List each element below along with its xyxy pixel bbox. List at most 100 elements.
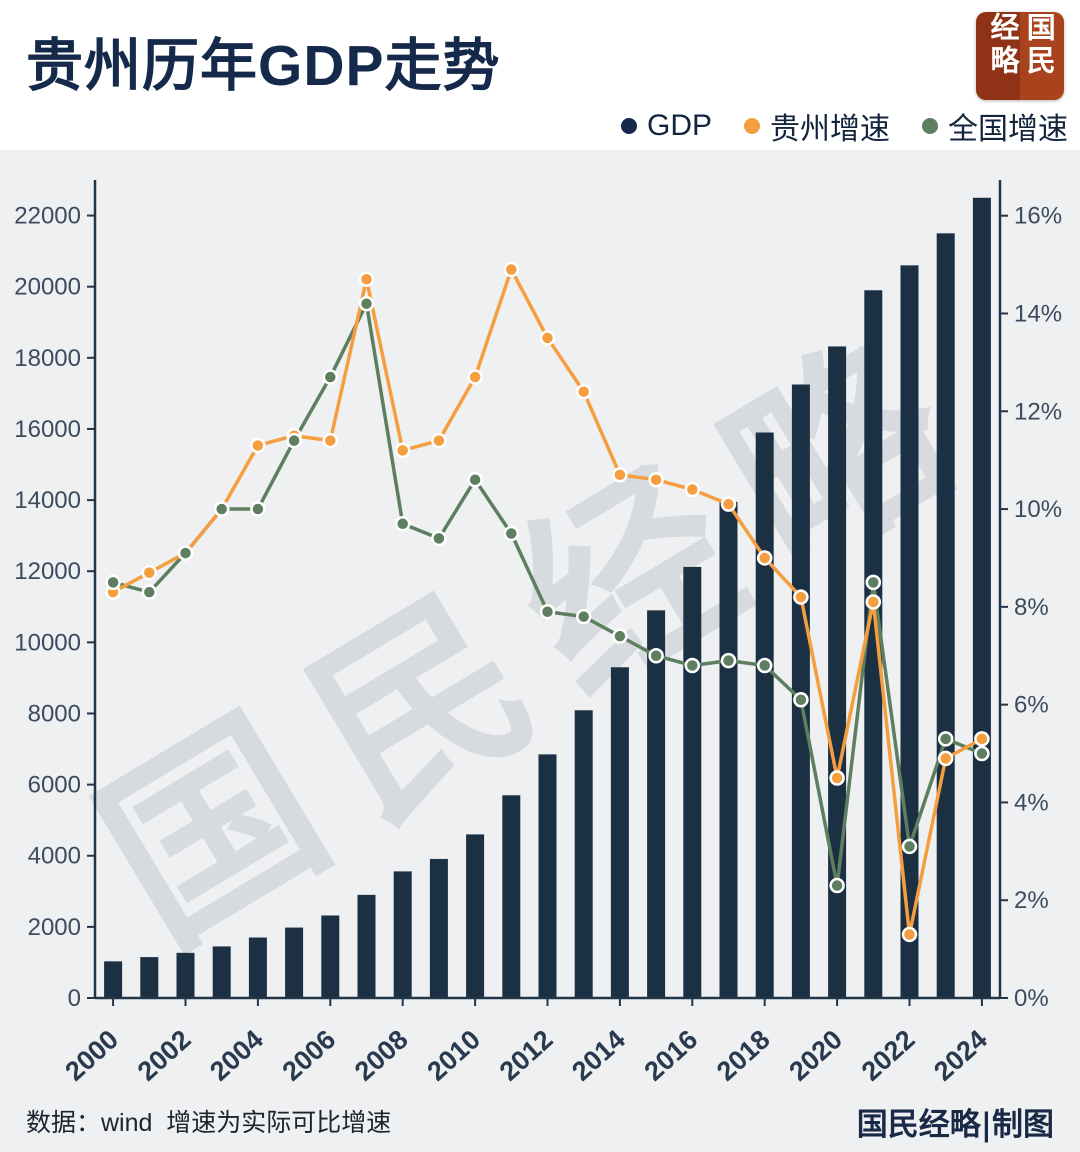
national-growth-marker bbox=[105, 574, 121, 591]
gdp-bar bbox=[719, 501, 738, 998]
x-axis-label: 2008 bbox=[349, 1024, 414, 1086]
guizhou-growth-marker bbox=[467, 369, 483, 385]
gdp-combo-chart: 国民经略020004000600080001000012000140001600… bbox=[14, 180, 1062, 1087]
x-axis-label: 2012 bbox=[494, 1024, 559, 1086]
chart-legend: GDP 贵州增速 全国增速 bbox=[620, 104, 1068, 148]
left-axis-label: 18000 bbox=[14, 345, 81, 372]
guizhou-growth-marker bbox=[141, 564, 158, 581]
gdp-bar bbox=[791, 384, 810, 998]
left-axis-label: 22000 bbox=[14, 203, 81, 230]
left-axis-label: 0 bbox=[68, 985, 81, 1012]
gdp-dot-icon bbox=[620, 118, 637, 134]
guizhou-growth-marker bbox=[539, 330, 556, 346]
left-axis-label: 20000 bbox=[14, 274, 81, 301]
guizhou-growth-marker bbox=[394, 442, 411, 459]
gdp-bar bbox=[321, 915, 340, 998]
x-axis-label: 2004 bbox=[204, 1024, 269, 1086]
right-axis-label: 4% bbox=[1014, 789, 1049, 816]
x-axis-label: 2000 bbox=[59, 1024, 124, 1086]
legend-item-national-growth: 全国增速 bbox=[922, 104, 1068, 148]
guizhou-growth-marker bbox=[720, 496, 737, 512]
gdp-bar bbox=[140, 957, 159, 998]
gdp-bar bbox=[429, 858, 448, 998]
guizhou-growth-marker bbox=[756, 550, 773, 566]
gdp-bar bbox=[248, 937, 267, 998]
x-axis-label: 2020 bbox=[783, 1024, 848, 1086]
header: 贵州历年GDP走势 国民经略 GDP 贵州增速 全国增速 bbox=[0, 0, 1080, 150]
gdp-bar bbox=[104, 961, 123, 998]
gdp-bar bbox=[176, 952, 195, 998]
right-axis-label: 12% bbox=[1014, 398, 1062, 425]
guizhou-growth-marker bbox=[974, 731, 990, 747]
national-growth-marker bbox=[503, 525, 520, 542]
guizhou-growth-marker bbox=[793, 589, 809, 605]
left-axis-label: 12000 bbox=[14, 558, 81, 585]
national-growth-marker bbox=[394, 515, 411, 532]
guizhou-growth-marker bbox=[684, 481, 701, 498]
guizhou-growth-marker bbox=[648, 471, 664, 488]
gdp-bar bbox=[466, 834, 485, 998]
guizhou-growth-marker bbox=[575, 383, 592, 400]
guizhou-growth-marker bbox=[250, 437, 266, 454]
left-axis-label: 10000 bbox=[14, 629, 81, 656]
chart-area: 国民经略 0 2000 4000 6000 8000 10000 12000 14000 1600… bbox=[0, 150, 1080, 1090]
guizhou-growth-marker bbox=[829, 770, 845, 786]
national-growth-marker bbox=[684, 657, 701, 674]
national-growth-marker bbox=[756, 657, 773, 674]
guizhou-growth-marker bbox=[937, 750, 954, 767]
x-axis-label: 2010 bbox=[421, 1024, 486, 1086]
national-growth-marker bbox=[177, 545, 194, 561]
gdp-bar bbox=[972, 197, 991, 999]
gdp-bar bbox=[864, 290, 883, 998]
national-growth-marker bbox=[865, 574, 882, 591]
legend-item-guizhou-growth: 贵州增速 bbox=[744, 104, 890, 148]
guizhou-growth-dot-icon bbox=[744, 118, 760, 134]
left-axis-label: 6000 bbox=[28, 772, 81, 799]
national-growth-marker bbox=[322, 369, 339, 385]
national-growth-dot-icon bbox=[922, 118, 938, 134]
gdp-bar bbox=[212, 946, 231, 998]
right-axis-label: 8% bbox=[1014, 594, 1049, 621]
left-axis-label: 4000 bbox=[28, 843, 81, 870]
x-axis-label: 2018 bbox=[711, 1024, 776, 1086]
gdp-bar bbox=[936, 233, 955, 998]
national-growth-marker bbox=[720, 652, 737, 669]
footer: 数据：wind 增速为实际可比增速 国民经略|制图 bbox=[0, 1090, 1080, 1152]
gdp-bar bbox=[683, 566, 702, 998]
guizhou-growth-marker bbox=[322, 432, 339, 449]
national-growth-marker bbox=[358, 295, 375, 312]
x-axis-label: 2024 bbox=[928, 1024, 993, 1086]
right-axis-label: 6% bbox=[1014, 692, 1049, 719]
gdp-bar bbox=[285, 927, 304, 998]
guizhou-growth-marker bbox=[358, 271, 375, 288]
national-growth-marker bbox=[250, 501, 266, 517]
left-axis-label: 2000 bbox=[28, 914, 81, 941]
right-axis-label: 10% bbox=[1014, 496, 1062, 523]
x-axis-label: 2014 bbox=[566, 1024, 631, 1086]
legend-label-national-growth: 全国增速 bbox=[948, 113, 1068, 146]
national-growth-marker bbox=[937, 731, 954, 747]
national-growth-marker bbox=[539, 603, 556, 620]
gdp-bar bbox=[647, 610, 666, 998]
gdp-bar bbox=[357, 894, 376, 998]
national-growth-marker bbox=[467, 471, 483, 488]
national-growth-marker bbox=[141, 584, 158, 600]
guizhou-growth-marker bbox=[612, 467, 628, 483]
right-axis-label: 14% bbox=[1014, 300, 1062, 327]
brand-logo: 国民经略 bbox=[976, 12, 1064, 100]
national-growth-marker bbox=[286, 432, 302, 449]
national-growth-marker bbox=[213, 501, 230, 517]
national-growth-marker bbox=[901, 838, 918, 855]
gdp-bar bbox=[393, 871, 412, 998]
gdp-bar bbox=[538, 754, 557, 998]
gdp-bar bbox=[828, 346, 847, 999]
left-axis-label: 14000 bbox=[14, 487, 81, 514]
credit-signature: 国民经略|制图 bbox=[856, 1106, 1054, 1143]
data-source-note: 数据：wind 增速为实际可比增速 bbox=[26, 1109, 392, 1137]
national-growth-marker bbox=[612, 628, 628, 644]
page-title: 贵州历年GDP走势 bbox=[26, 34, 501, 98]
national-growth-marker bbox=[431, 530, 447, 547]
legend-label-gdp: GDP bbox=[646, 109, 712, 142]
national-growth-marker bbox=[575, 608, 592, 625]
x-axis-label: 2002 bbox=[132, 1024, 197, 1086]
